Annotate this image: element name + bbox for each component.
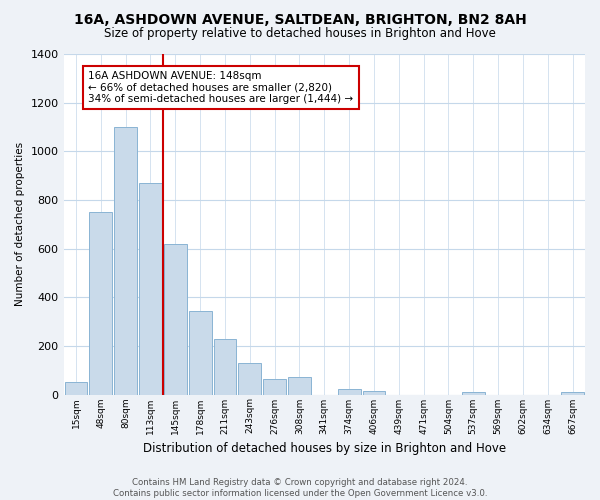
Bar xyxy=(561,392,584,394)
X-axis label: Distribution of detached houses by size in Brighton and Hove: Distribution of detached houses by size … xyxy=(143,442,506,455)
Text: Size of property relative to detached houses in Brighton and Hove: Size of property relative to detached ho… xyxy=(104,28,496,40)
Bar xyxy=(362,391,385,394)
Bar xyxy=(338,389,361,394)
Bar xyxy=(89,212,112,394)
Bar xyxy=(114,127,137,394)
Bar xyxy=(188,310,212,394)
Text: 16A, ASHDOWN AVENUE, SALTDEAN, BRIGHTON, BN2 8AH: 16A, ASHDOWN AVENUE, SALTDEAN, BRIGHTON,… xyxy=(74,12,526,26)
Bar xyxy=(65,382,88,394)
Bar xyxy=(214,339,236,394)
Text: 16A ASHDOWN AVENUE: 148sqm
← 66% of detached houses are smaller (2,820)
34% of s: 16A ASHDOWN AVENUE: 148sqm ← 66% of deta… xyxy=(88,71,353,104)
Bar xyxy=(238,363,261,394)
Bar xyxy=(288,378,311,394)
Text: Contains HM Land Registry data © Crown copyright and database right 2024.
Contai: Contains HM Land Registry data © Crown c… xyxy=(113,478,487,498)
Bar xyxy=(462,392,485,394)
Bar xyxy=(139,183,162,394)
Bar xyxy=(263,378,286,394)
Bar xyxy=(164,244,187,394)
Y-axis label: Number of detached properties: Number of detached properties xyxy=(15,142,25,306)
